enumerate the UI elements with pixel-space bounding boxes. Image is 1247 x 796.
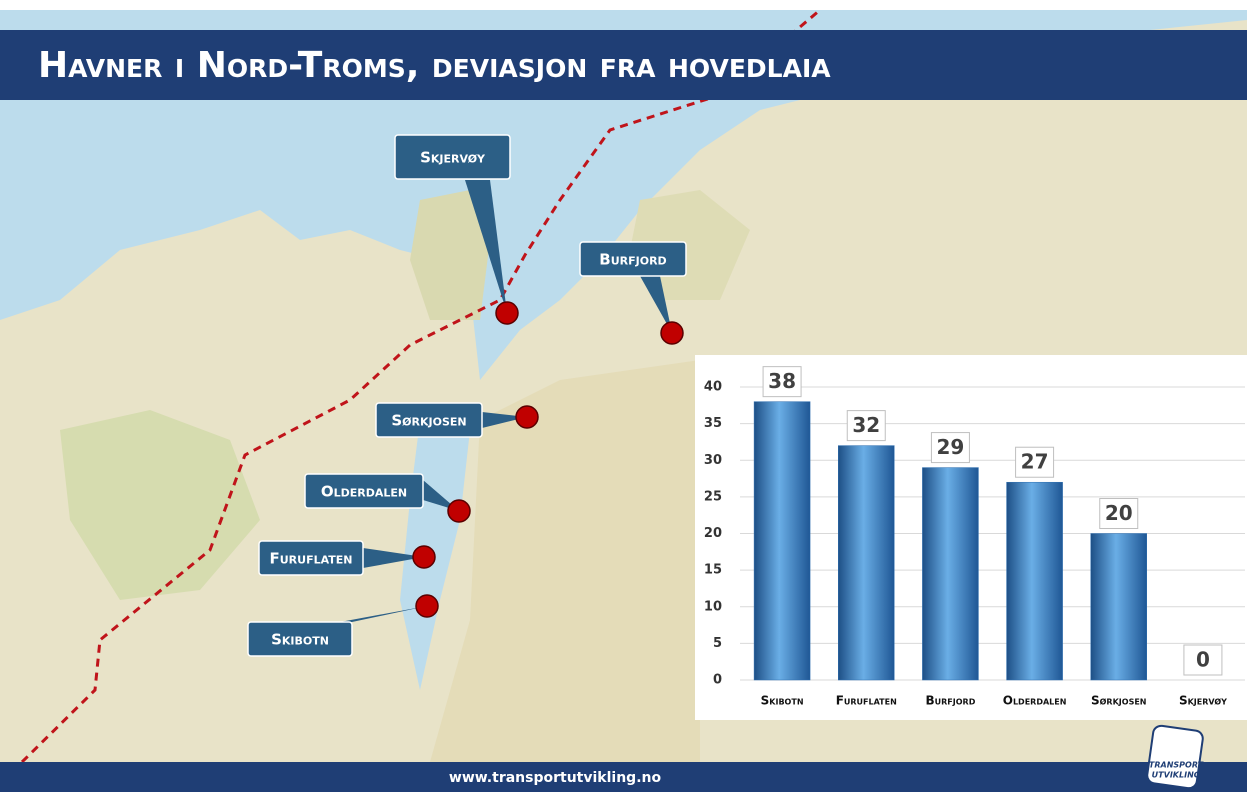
y-tick-label: 30: [704, 453, 722, 468]
slide: Havner i Nord-Troms, deviasjon fra hoved…: [0, 0, 1247, 792]
x-tick-label: Skjervøy: [1179, 694, 1227, 708]
x-tick-label: Skibotn: [761, 694, 804, 708]
title: Havner i Nord-Troms, deviasjon fra hoved…: [38, 45, 831, 86]
port-label: Skibotn: [271, 631, 329, 649]
y-tick-label: 10: [704, 599, 722, 614]
port-marker: [496, 302, 518, 324]
logo-text: TRANSPORT: [1149, 761, 1204, 770]
port-marker: [448, 500, 470, 522]
value-label: 27: [1021, 450, 1049, 474]
port-marker: [661, 322, 683, 344]
value-label: 29: [936, 435, 964, 459]
y-tick-label: 20: [704, 526, 722, 541]
y-tick-label: 0: [713, 673, 722, 688]
port-label: Sørkjosen: [391, 412, 466, 430]
y-tick-label: 35: [704, 416, 722, 431]
port-label: Furuflaten: [270, 550, 353, 568]
value-label: 38: [768, 369, 796, 393]
x-tick-label: Burfjord: [925, 694, 975, 708]
x-tick-label: Sørkjosen: [1091, 694, 1147, 708]
bar: [838, 446, 894, 680]
port-label: Skjervøy: [420, 149, 486, 167]
logo-badge: [1146, 725, 1204, 789]
bar: [922, 468, 978, 680]
y-tick-label: 5: [713, 636, 722, 651]
value-label: 20: [1105, 501, 1133, 525]
y-tick-label: 25: [704, 489, 722, 504]
bar: [754, 402, 810, 680]
bar: [1091, 534, 1147, 681]
bar: [1007, 482, 1063, 680]
port-label: Burfjord: [599, 251, 666, 269]
x-tick-label: Olderdalen: [1003, 694, 1067, 708]
port-marker: [413, 546, 435, 568]
page: Havner i Nord-Troms, deviasjon fra hoved…: [0, 0, 1247, 792]
y-tick-label: 40: [704, 380, 722, 395]
port-label: Olderdalen: [321, 483, 407, 501]
footer-url: www.transportutvikling.no: [449, 770, 662, 786]
x-tick-label: Furuflaten: [836, 694, 897, 708]
port-marker: [516, 406, 538, 428]
logo: TRANSPORT UTVIKLING: [1146, 725, 1204, 789]
y-tick-label: 15: [704, 563, 722, 578]
port-marker: [416, 595, 438, 617]
value-label: 0: [1196, 648, 1210, 672]
logo-text: UTVIKLING: [1152, 771, 1201, 780]
value-label: 32: [852, 413, 880, 437]
